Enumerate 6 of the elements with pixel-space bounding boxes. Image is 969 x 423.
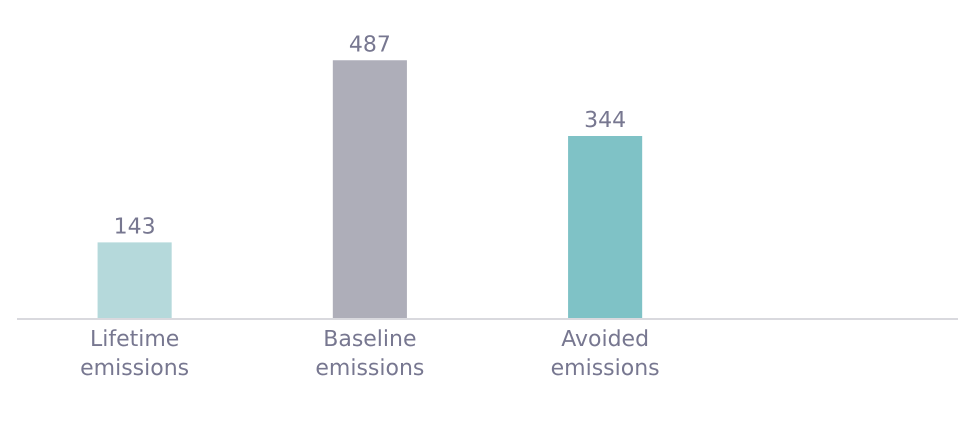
x-tick-label: Avoided emissions <box>550 327 660 381</box>
data-label: 344 <box>584 108 626 133</box>
x-tick-label: Baseline emissions <box>315 327 424 381</box>
data-label: 143 <box>114 214 156 240</box>
x-tick-label: Lifetime emissions <box>80 327 190 381</box>
data-label: 487 <box>348 32 391 58</box>
